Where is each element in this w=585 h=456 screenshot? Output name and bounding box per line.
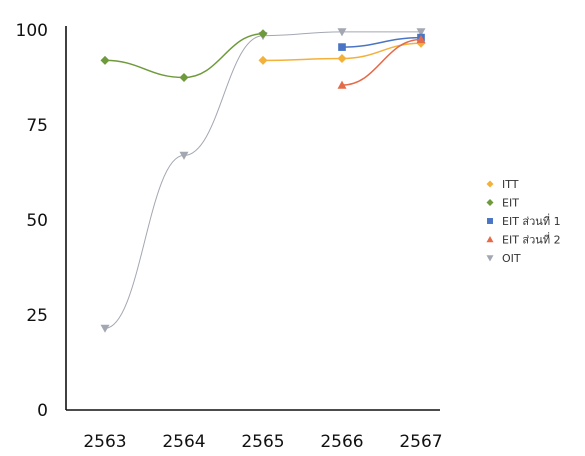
series-eit-2 [337, 35, 426, 89]
legend-label: OIT [502, 252, 521, 265]
legend-marker [486, 255, 494, 262]
legend-label: EIT ส่วนที่ 1 [502, 213, 561, 228]
data-point [337, 28, 347, 37]
axes [65, 26, 440, 411]
data-point [100, 55, 110, 65]
data-point [416, 28, 426, 37]
y-tick-label: 0 [37, 401, 48, 421]
series-line [341, 38, 422, 86]
series-eit-1 [338, 33, 425, 51]
series-oit [100, 28, 426, 333]
legend-marker [486, 180, 494, 188]
series-line [104, 31, 421, 329]
x-tick-label: 2564 [162, 432, 205, 452]
legend-label: ITT [502, 178, 519, 191]
x-axis-ticks: 2563 2564 2565 2566 2567 [83, 432, 442, 452]
series-itt [258, 38, 426, 65]
series-line [341, 36, 422, 48]
data-point [416, 35, 426, 44]
data-point [179, 73, 189, 82]
data-point [258, 29, 268, 39]
x-tick-label: 2565 [241, 432, 284, 452]
y-tick-label: 25 [26, 306, 48, 326]
data-point [100, 324, 110, 333]
x-tick-label: 2566 [320, 432, 363, 452]
x-tick-label: 2567 [399, 432, 442, 452]
y-tick-label: 75 [26, 116, 48, 136]
legend: ITT EIT EIT ส่วนที่ 1 EIT ส่วนที่ 2 OIT [486, 178, 561, 265]
series-layer [100, 28, 426, 333]
series-eit [100, 29, 268, 82]
data-point [258, 55, 268, 65]
y-tick-label: 50 [26, 211, 48, 231]
y-axis-ticks: 0 25 50 75 100 [16, 21, 48, 421]
data-point [338, 43, 346, 51]
data-point [179, 151, 189, 160]
y-tick-label: 100 [16, 21, 48, 41]
legend-marker [486, 236, 494, 243]
series-line [104, 33, 264, 79]
legend-label: EIT [502, 197, 519, 210]
data-point [337, 54, 347, 63]
legend-marker [487, 218, 493, 224]
legend-label: EIT ส่วนที่ 2 [502, 232, 561, 247]
x-tick-label: 2563 [83, 432, 126, 452]
data-point [337, 80, 347, 89]
legend-marker [486, 199, 494, 206]
